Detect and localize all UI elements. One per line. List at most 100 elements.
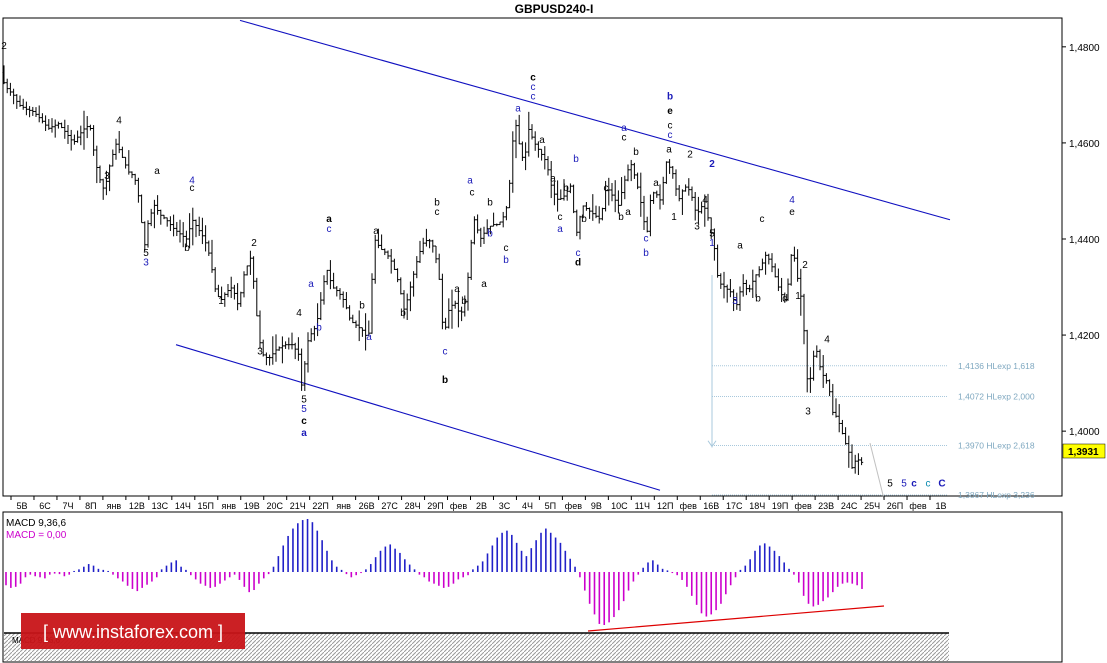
time-tick-label: 16В: [703, 501, 719, 511]
wave-label: 5: [901, 478, 907, 489]
wave-label: c: [531, 92, 536, 103]
wave-label: 2: [802, 260, 808, 271]
wave-label: a: [154, 166, 160, 177]
wave-label: b: [563, 183, 569, 194]
channel-line: [175, 344, 661, 491]
wave-label: b: [487, 229, 493, 240]
wave-label: 5: [301, 394, 307, 405]
wave-label: b: [667, 92, 673, 103]
wave-label: 1: [795, 291, 801, 302]
wave-label: 3: [732, 296, 738, 307]
wave-label: c: [504, 243, 509, 254]
time-tick-label: янв: [221, 501, 236, 511]
wave-label: b: [573, 154, 579, 165]
price-axis: 1,4800 1,4600 1,4400 1,4200 1,4000: [1062, 43, 1100, 438]
current-price-label: 1,3931: [1068, 447, 1099, 458]
wave-label: a: [301, 428, 307, 439]
wave-label: c: [911, 478, 917, 489]
time-tick-label: 17С: [726, 501, 743, 511]
wave-label: a: [550, 173, 556, 184]
macd-divergence-line: [587, 605, 885, 632]
time-tick-label: 1В: [935, 501, 946, 511]
wave-label: c: [558, 212, 563, 223]
time-tick-label: 14Ч: [175, 501, 191, 511]
wave-label: c: [435, 207, 440, 218]
wave-label: c: [530, 72, 536, 83]
fib-level-label: 1,4072 HLexp 2,000: [958, 392, 1035, 402]
wave-label: c: [644, 233, 649, 244]
wave-label: 2: [251, 238, 257, 249]
wave-label: b: [184, 243, 190, 254]
wave-label: 3: [257, 346, 263, 357]
macd-pane-frame: [2, 511, 1063, 663]
wave-label: c: [926, 478, 931, 489]
time-tick-label: янв: [107, 501, 122, 511]
time-tick-label: 22П: [312, 501, 328, 511]
wave-label: b: [442, 375, 448, 386]
wave-label: c: [668, 120, 673, 131]
time-tick-label: 28Ч: [405, 501, 421, 511]
time-tick-label: 2В: [476, 501, 487, 511]
wave-label: b: [618, 212, 624, 223]
wave-label: 3: [694, 221, 700, 232]
time-axis: 5В 6С 7Ч 8П янв 12В 13С 14Ч 15П янв 19В 20С 21Ч 22П ян…: [10, 496, 947, 511]
wave-label: 4: [789, 195, 795, 206]
trend-channel: [175, 19, 951, 491]
wave-label: 5: [709, 229, 715, 240]
wave-label: d: [575, 257, 581, 268]
wave-label: b: [461, 296, 467, 307]
wave-label: 1: [671, 212, 677, 223]
chart-title: GBPUSD240-I: [515, 2, 594, 16]
wave-label: c: [190, 183, 195, 194]
fibonacci-levels: 1,4136 HLexp 1,618 1,4072 HLexp 2,000 1,39…: [707, 275, 1035, 500]
wave-label: 1: [709, 238, 715, 249]
wave-label: 2: [1, 41, 7, 52]
wave-label: a: [373, 226, 379, 237]
price-tick-label: 1,4400: [1069, 235, 1100, 246]
wave-label: d: [782, 293, 788, 304]
fib-projection-arrow: [707, 440, 717, 448]
wave-label: 1: [218, 296, 224, 307]
wave-label: a: [467, 176, 473, 187]
wave-label: c: [327, 224, 332, 235]
time-tick-label: фев: [565, 501, 582, 511]
time-tick-label: фев: [450, 501, 467, 511]
wave-label: 3: [805, 406, 811, 417]
price-tick-label: 1,4600: [1069, 139, 1100, 150]
wave-label: a: [557, 224, 563, 235]
price-bars: [2, 65, 864, 475]
channel-line: [239, 19, 951, 221]
wave-label: a: [625, 207, 631, 218]
time-tick-label: янв: [336, 501, 351, 511]
wave-label: 4: [702, 195, 708, 206]
wave-label: C: [938, 478, 945, 489]
wave-label: c: [531, 82, 536, 93]
wave-label: a: [666, 145, 672, 156]
wave-label: a: [539, 135, 545, 146]
time-tick-label: 8П: [85, 501, 96, 511]
wave-label: 4: [296, 308, 302, 319]
wave-label: a: [366, 332, 372, 343]
time-tick-label: 12В: [129, 501, 145, 511]
wave-label: b: [400, 308, 406, 319]
wave-label: e: [667, 106, 673, 117]
macd-histogram: [5, 519, 863, 625]
wave-label: a: [515, 104, 521, 115]
time-tick-label: 6С: [39, 501, 51, 511]
time-tick-label: 11Ч: [635, 501, 650, 511]
time-tick-label: фев: [680, 501, 697, 511]
time-tick-label: 3С: [499, 501, 511, 511]
wave-label: b: [755, 293, 761, 304]
fib-level-label: 1,4136 HLexp 1,618: [958, 361, 1035, 371]
macd-label-params: MACD 9,36,6: [6, 518, 66, 529]
time-tick-label: 12П: [657, 501, 673, 511]
fib-target-guide: [869, 443, 885, 500]
wave-label: 3: [143, 257, 149, 268]
time-tick-label: 19П: [772, 501, 788, 511]
wave-label: 4: [116, 116, 122, 127]
wave-label: b: [316, 322, 322, 333]
time-tick-label: 19В: [244, 501, 260, 511]
wave-label: c: [576, 248, 581, 259]
wave-label: c: [470, 188, 475, 199]
